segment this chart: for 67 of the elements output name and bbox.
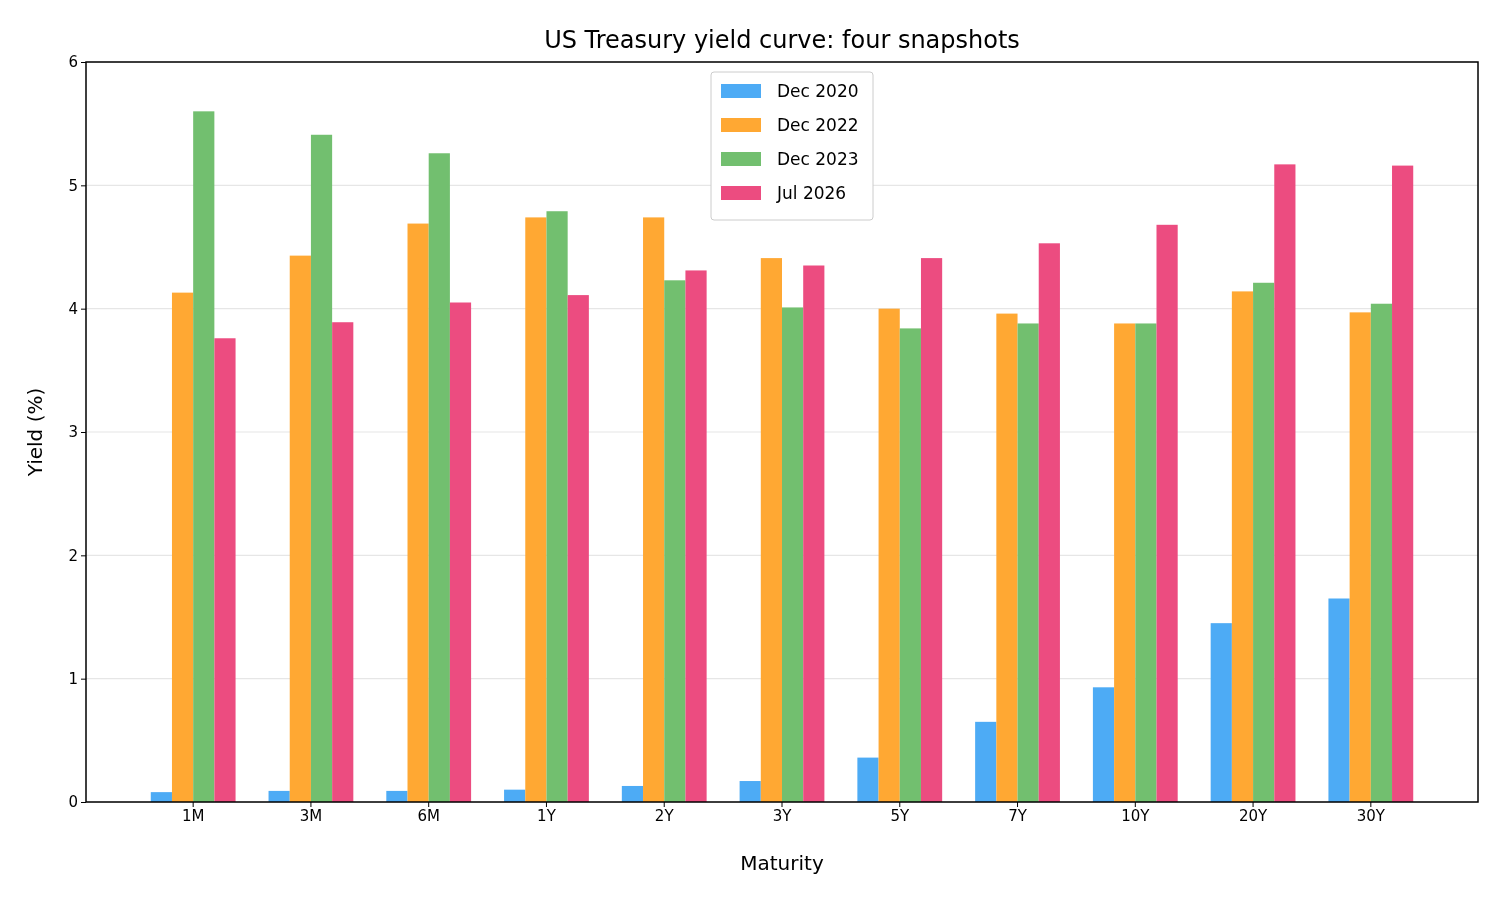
bar (214, 338, 236, 802)
x-tick-label: 7Y (1008, 806, 1028, 825)
y-tick-label: 5 (68, 176, 78, 195)
bar (621, 785, 644, 802)
x-tick-label: 30Y (1356, 806, 1386, 825)
bar (1092, 687, 1115, 802)
bar (857, 757, 879, 802)
bar (407, 223, 429, 802)
y-tick-label: 6 (68, 53, 78, 72)
y-tick-label: 0 (68, 793, 78, 812)
bar (449, 302, 472, 802)
x-tick-label: 5Y (890, 806, 910, 825)
legend-label: Dec 2022 (777, 115, 859, 135)
bar (1210, 623, 1232, 802)
bar (1156, 224, 1178, 802)
bar (386, 790, 408, 802)
bar (1328, 598, 1350, 802)
bar (996, 313, 1018, 802)
bar (193, 111, 215, 802)
bar (975, 721, 997, 802)
bar (1253, 282, 1275, 802)
x-tick-label: 20Y (1238, 806, 1269, 825)
chart-title: US Treasury yield curve: four snapshots (544, 26, 1020, 54)
legend-label: Dec 2023 (777, 149, 859, 169)
x-tick-label: 3M (299, 806, 323, 825)
bar (1274, 164, 1296, 802)
x-tick-label: 3Y (772, 806, 793, 825)
bar (664, 280, 686, 802)
bar (150, 792, 172, 802)
bar (1114, 323, 1136, 802)
bar (1349, 312, 1371, 802)
bar (567, 295, 589, 802)
y-axis-title: Yield (%) (23, 387, 47, 478)
bar (878, 308, 900, 802)
bar (289, 255, 311, 802)
x-axis-title: Maturity (740, 851, 824, 875)
legend-label: Dec 2020 (777, 81, 859, 101)
bar (525, 217, 547, 802)
bar (920, 258, 943, 802)
bar (803, 265, 825, 802)
legend-label: Jul 2026 (776, 183, 847, 203)
bar (428, 153, 450, 802)
bar (782, 307, 804, 802)
bar (546, 211, 568, 802)
bar (685, 270, 707, 802)
y-tick-label: 2 (68, 546, 78, 565)
x-tick-label: 1Y (537, 806, 557, 825)
bar (760, 258, 782, 802)
x-tick-label: 6M (417, 806, 440, 825)
x-tick-label: 1M (181, 806, 205, 825)
x-tick-label: 2Y (654, 806, 675, 825)
bar (643, 217, 665, 802)
bar (171, 292, 194, 802)
bar (310, 134, 333, 802)
bar (332, 322, 354, 802)
bar (899, 328, 921, 802)
bar (1038, 243, 1060, 802)
bar (1231, 291, 1254, 802)
y-tick-label: 1 (68, 669, 78, 688)
bar (1370, 303, 1393, 802)
y-tick-label: 4 (68, 299, 78, 318)
y-tick-label: 3 (68, 423, 78, 442)
bar (1392, 165, 1414, 802)
x-tick-label: 10Y (1121, 806, 1151, 825)
bar (739, 781, 761, 802)
bar (1135, 323, 1157, 802)
bar (1017, 323, 1039, 802)
